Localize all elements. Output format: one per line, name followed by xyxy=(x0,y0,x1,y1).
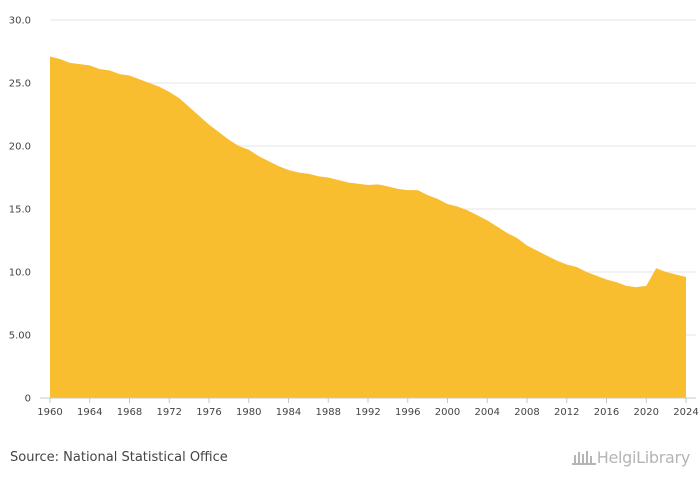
area-fill xyxy=(50,56,686,398)
y-tick-label: 30.0 xyxy=(9,16,31,27)
x-tick-label: 2016 xyxy=(594,407,619,418)
x-tick-label: 1976 xyxy=(196,407,221,418)
y-tick-label: 0 xyxy=(25,394,31,405)
x-tick-label: 1960 xyxy=(37,407,62,418)
x-tick-label: 2000 xyxy=(435,407,460,418)
library-icon xyxy=(571,450,596,465)
brand-name: HelgiLibrary xyxy=(596,448,691,467)
y-axis: 0 5.00 10.0 15.0 20.0 25.0 30.0 xyxy=(9,16,31,405)
x-tick-label: 1980 xyxy=(236,407,261,418)
area-series xyxy=(49,56,687,398)
x-tick-label: 1996 xyxy=(395,407,420,418)
x-tick-label: 2008 xyxy=(514,407,539,418)
brand-logo: HelgiLibrary xyxy=(571,448,690,467)
x-tick-label: 2004 xyxy=(475,407,500,418)
x-tick-label: 1984 xyxy=(276,407,301,418)
x-tick-label: 2024 xyxy=(673,407,698,418)
x-tick-label: 1968 xyxy=(117,407,142,418)
y-tick-label: 20.0 xyxy=(9,142,31,153)
x-tick-label: 1992 xyxy=(355,407,380,418)
x-tick-label: 1988 xyxy=(316,407,341,418)
x-tick-label: 2012 xyxy=(554,407,579,418)
y-tick-label: 10.0 xyxy=(9,268,31,279)
x-tick-label: 1972 xyxy=(157,407,182,418)
area-chart: 1960 1964 1968 1972 1976 1980 1984 1988 1992 1996… xyxy=(9,16,699,419)
x-tick-label: 1964 xyxy=(77,407,102,418)
y-tick-label: 5.00 xyxy=(9,331,31,342)
source-note: Source: National Statistical Office xyxy=(10,450,228,465)
x-tick-label: 2020 xyxy=(634,407,659,418)
x-axis: 1960 1964 1968 1972 1976 1980 1984 1988 1992 1996… xyxy=(37,397,699,418)
y-tick-label: 25.0 xyxy=(9,79,31,90)
y-tick-label: 15.0 xyxy=(9,205,31,216)
